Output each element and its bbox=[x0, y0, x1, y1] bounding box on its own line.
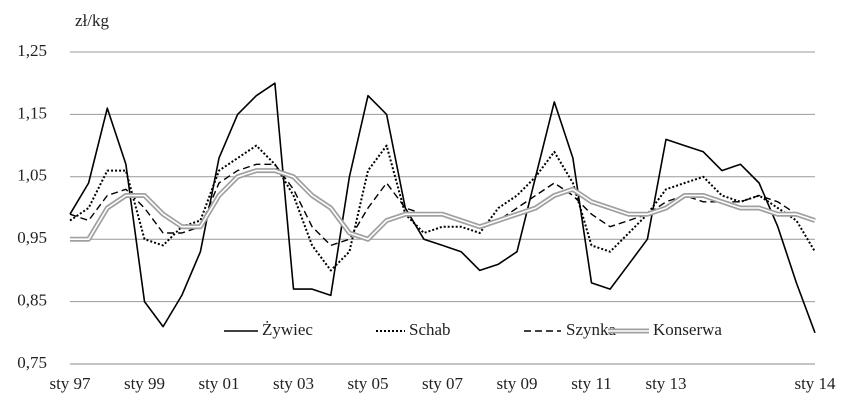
y-tick-label: 0,95 bbox=[17, 228, 47, 247]
y-unit: zł/kg bbox=[75, 11, 109, 30]
x-tick-label: sty 99 bbox=[124, 374, 165, 393]
x-tick-label: sty 05 bbox=[347, 374, 388, 393]
y-tick-label: 0,85 bbox=[17, 291, 47, 310]
series-line-inner bbox=[70, 169, 816, 240]
legend-label: Żywiec bbox=[262, 320, 313, 339]
y-tick-label: 1,05 bbox=[17, 166, 47, 185]
y-tick-label: 0,75 bbox=[17, 353, 47, 372]
x-tick-label: sty 13 bbox=[645, 374, 686, 393]
legend-label: Szynka bbox=[566, 320, 617, 339]
series-line bbox=[70, 168, 816, 242]
series-line bbox=[69, 82, 816, 334]
series-line bbox=[69, 144, 816, 272]
x-tick-label: sty 09 bbox=[496, 374, 537, 393]
x-tick-label: sty 14 bbox=[794, 374, 836, 393]
legend-label: Konserwa bbox=[653, 320, 722, 339]
x-tick-label: sty 03 bbox=[273, 374, 314, 393]
x-tick-label: sty 07 bbox=[422, 374, 464, 393]
y-tick-label: 1,25 bbox=[17, 41, 47, 60]
x-tick-label: sty 11 bbox=[571, 374, 611, 393]
y-tick-label: 1,15 bbox=[17, 103, 47, 122]
x-tick-label: sty 01 bbox=[198, 374, 239, 393]
x-tick-label: sty 97 bbox=[49, 374, 91, 393]
legend-label: Schab bbox=[409, 320, 451, 339]
